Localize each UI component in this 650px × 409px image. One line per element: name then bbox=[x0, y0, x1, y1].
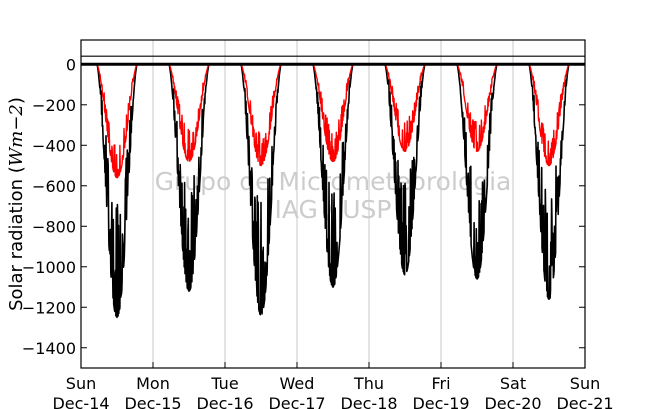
x-tick-label-day: Fri bbox=[431, 374, 450, 393]
horizontal-reference-lines bbox=[81, 55, 585, 66]
plot-frame bbox=[80, 39, 586, 369]
y-axis-label-close: ) bbox=[6, 97, 27, 104]
x-tick-label-date: Dec-19 bbox=[412, 394, 469, 409]
plot-series bbox=[96, 63, 570, 319]
x-tick-label-date: Dec-16 bbox=[196, 394, 253, 409]
series-line-black bbox=[96, 63, 570, 319]
x-tick-label-date: Dec-18 bbox=[340, 394, 397, 409]
y-axis-label-text: Solar radiation ( bbox=[6, 166, 27, 311]
y-tick-label: −800 bbox=[32, 217, 76, 236]
x-tick-label-date: Dec-17 bbox=[268, 394, 325, 409]
x-tick-label-date: Dec-15 bbox=[124, 394, 181, 409]
x-tick-label-day: Thu bbox=[353, 374, 384, 393]
y-tick-label: −200 bbox=[32, 96, 76, 115]
y-tick-label: −400 bbox=[32, 136, 76, 155]
x-tick-label-day: Sat bbox=[500, 374, 526, 393]
watermark-line-1: Grupo de Micrometeorologia bbox=[155, 167, 512, 196]
series-line-red bbox=[96, 63, 570, 179]
y-tick-label: −1000 bbox=[22, 258, 76, 277]
x-tick-label-day: Mon bbox=[136, 374, 170, 393]
watermark: Grupo de Micrometeorologia IAG / USP bbox=[155, 167, 512, 224]
x-tick-label-day: Wed bbox=[280, 374, 315, 393]
y-tick-label: −1400 bbox=[22, 339, 76, 358]
x-axis-ticks: SunDec-14MonDec-15TueDec-16WedDec-17ThuD… bbox=[52, 362, 614, 409]
y-tick-label: 0 bbox=[66, 55, 76, 74]
x-tick-label-date: Dec-14 bbox=[52, 394, 109, 409]
x-tick-label-date: Dec-21 bbox=[556, 394, 613, 409]
y-tick-label: −1200 bbox=[22, 298, 76, 317]
x-tick-label-day: Sun bbox=[570, 374, 600, 393]
y-axis-label: Solar radiation (Wm−2) bbox=[6, 97, 27, 311]
y-axis-label-math: Wm−2 bbox=[6, 104, 27, 166]
x-tick-label-day: Tue bbox=[210, 374, 238, 393]
y-tick-label: −600 bbox=[32, 177, 76, 196]
grid-lines bbox=[152, 40, 514, 368]
x-tick-label-date: Dec-20 bbox=[484, 394, 541, 409]
y-axis-ticks: 0 −200 −400 −600 −800 −1000 −1200 −1400 bbox=[22, 55, 585, 358]
x-tick-label-day: Sun bbox=[66, 374, 96, 393]
